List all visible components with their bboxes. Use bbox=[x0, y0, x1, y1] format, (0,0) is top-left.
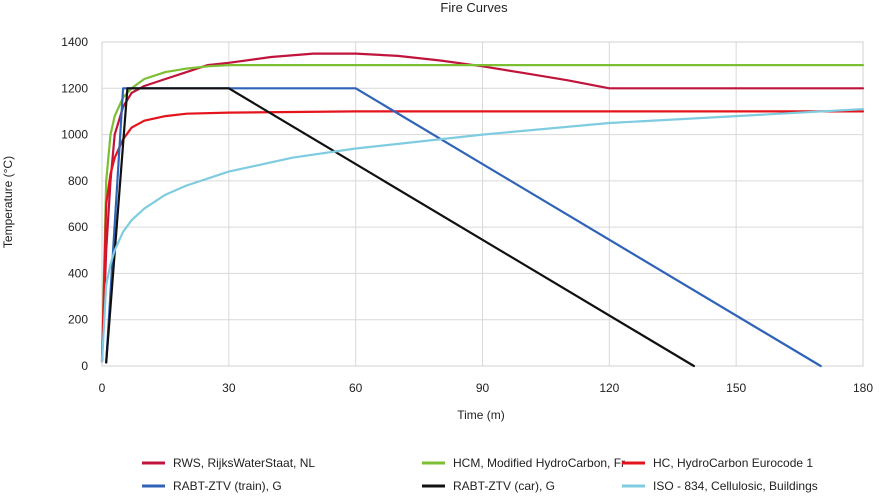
series-line-4 bbox=[105, 87, 696, 368]
y-tick-label: 800 bbox=[68, 174, 88, 188]
x-tick-label: 30 bbox=[222, 381, 236, 395]
legend-label: HC, HydroCarbon Eurocode 1 bbox=[653, 456, 813, 470]
y-axis-label: Temperature (°C) bbox=[1, 156, 15, 248]
legend-item-3: RABT-ZTV (train), G bbox=[142, 479, 282, 493]
legend-label: ISO - 834, Cellulosic, Buildings bbox=[653, 479, 818, 493]
y-tick-label: 1000 bbox=[61, 128, 88, 142]
legend-label: RABT-ZTV (train), G bbox=[173, 479, 282, 493]
legend-item-5: ISO - 834, Cellulosic, Buildings bbox=[622, 479, 818, 493]
plot-frame bbox=[101, 41, 864, 367]
x-tick-label: 120 bbox=[599, 381, 619, 395]
legend-item-1: HCM, Modified HydroCarbon, Fr bbox=[422, 456, 625, 470]
series-line-0 bbox=[100, 52, 865, 363]
legend-item-4: RABT-ZTV (car), G bbox=[422, 479, 555, 493]
legend-label: RWS, RijksWaterStaat, NL bbox=[173, 456, 315, 470]
legend-item-2: HC, HydroCarbon Eurocode 1 bbox=[622, 456, 813, 470]
x-axis-label: Time (m) bbox=[457, 408, 505, 422]
x-tick-label: 180 bbox=[853, 381, 873, 395]
y-tick-label: 1400 bbox=[61, 35, 88, 49]
y-tick-label: 200 bbox=[68, 313, 88, 327]
legend-label: HCM, Modified HydroCarbon, Fr bbox=[453, 456, 625, 470]
series-lines bbox=[100, 52, 865, 368]
x-tick-label: 0 bbox=[99, 381, 106, 395]
chart-title: Fire Curves bbox=[440, 0, 508, 15]
y-tick-label: 1200 bbox=[61, 81, 88, 95]
x-tick-label: 150 bbox=[726, 381, 746, 395]
legend: RWS, RijksWaterStaat, NL HCM, Modified Hy… bbox=[142, 456, 818, 493]
x-tick-label: 60 bbox=[349, 381, 363, 395]
y-tick-labels: 0 200 400 600 800 1000 1200 1400 bbox=[61, 35, 88, 373]
x-tick-label: 90 bbox=[476, 381, 490, 395]
y-tick-label: 0 bbox=[81, 359, 88, 373]
series-line-1 bbox=[100, 63, 865, 363]
y-tick-label: 600 bbox=[68, 220, 88, 234]
series-line-2 bbox=[100, 110, 865, 363]
series-line-5 bbox=[100, 107, 865, 363]
legend-item-0: RWS, RijksWaterStaat, NL bbox=[142, 456, 315, 470]
x-tick-labels: 0 30 60 90 120 150 180 bbox=[99, 381, 874, 395]
series-line-3 bbox=[105, 87, 822, 368]
legend-label: RABT-ZTV (car), G bbox=[453, 479, 555, 493]
y-tick-label: 400 bbox=[68, 266, 88, 280]
gridlines bbox=[101, 41, 864, 367]
